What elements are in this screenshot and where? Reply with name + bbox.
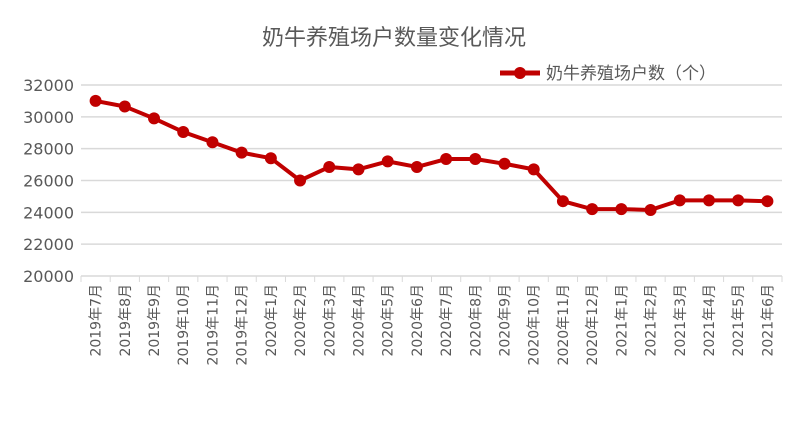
data-point — [177, 125, 190, 138]
data-point — [469, 153, 482, 166]
x-tick-label: 2021年5月 — [731, 284, 747, 357]
y-tick-label: 30000 — [23, 108, 74, 127]
x-tick-label: 2020年2月 — [293, 284, 309, 357]
data-point — [323, 160, 336, 173]
x-tick-label: 2020年12月 — [585, 284, 601, 365]
x-tick-label: 2020年7月 — [439, 284, 455, 357]
data-point — [702, 194, 715, 207]
data-point — [294, 174, 307, 187]
x-tick-label: 2019年10月 — [176, 284, 192, 365]
data-point — [556, 195, 569, 208]
data-point — [440, 153, 453, 166]
y-tick-label: 20000 — [23, 267, 74, 286]
data-point — [410, 160, 423, 173]
x-tick-label: 2020年4月 — [351, 284, 367, 357]
y-tick-label: 26000 — [23, 172, 74, 191]
data-point — [89, 94, 102, 107]
x-tick-label: 2020年8月 — [468, 284, 484, 357]
x-tick-label: 2020年1月 — [264, 284, 280, 357]
x-tick-label: 2021年3月 — [673, 284, 689, 357]
x-tick-label: 2019年8月 — [118, 284, 134, 357]
y-tick-label: 24000 — [23, 203, 74, 222]
data-point — [235, 146, 248, 159]
data-point — [673, 194, 686, 207]
data-point — [732, 194, 745, 207]
x-tick-label: 2020年9月 — [498, 284, 514, 357]
data-point — [381, 155, 394, 168]
x-tick-label: 2020年3月 — [322, 284, 338, 357]
y-tick-label: 22000 — [23, 235, 74, 254]
x-tick-label: 2021年4月 — [702, 284, 718, 357]
data-point — [264, 152, 277, 165]
data-point — [206, 136, 219, 149]
x-tick-label: 2020年5月 — [381, 284, 397, 357]
x-tick-label: 2021年1月 — [614, 284, 630, 357]
data-point — [644, 203, 657, 216]
data-point — [527, 163, 540, 176]
legend-marker — [514, 67, 526, 79]
data-point — [118, 100, 131, 113]
x-tick-label: 2020年6月 — [410, 284, 426, 357]
data-point — [352, 163, 365, 176]
y-tick-label: 28000 — [23, 140, 74, 159]
x-tick-label: 2021年6月 — [760, 284, 776, 357]
data-point — [586, 203, 599, 216]
x-tick-label: 2019年9月 — [147, 284, 163, 357]
y-tick-label: 32000 — [23, 76, 74, 95]
data-point — [615, 203, 628, 216]
data-point — [498, 157, 511, 170]
data-point — [148, 112, 161, 125]
x-tick-label: 2019年7月 — [89, 284, 105, 357]
x-tick-label: 2020年11月 — [556, 284, 572, 365]
chart-title: 奶牛养殖场户数量变化情况 — [262, 26, 526, 51]
x-tick-label: 2019年11月 — [205, 284, 221, 365]
x-tick-label: 2019年12月 — [235, 284, 251, 365]
legend: 奶牛养殖场户数（个） — [500, 64, 716, 84]
x-tick-label: 2020年10月 — [527, 284, 543, 365]
x-tick-label: 2021年2月 — [644, 284, 660, 357]
data-point — [761, 195, 774, 208]
legend-label: 奶牛养殖场户数（个） — [546, 64, 716, 84]
